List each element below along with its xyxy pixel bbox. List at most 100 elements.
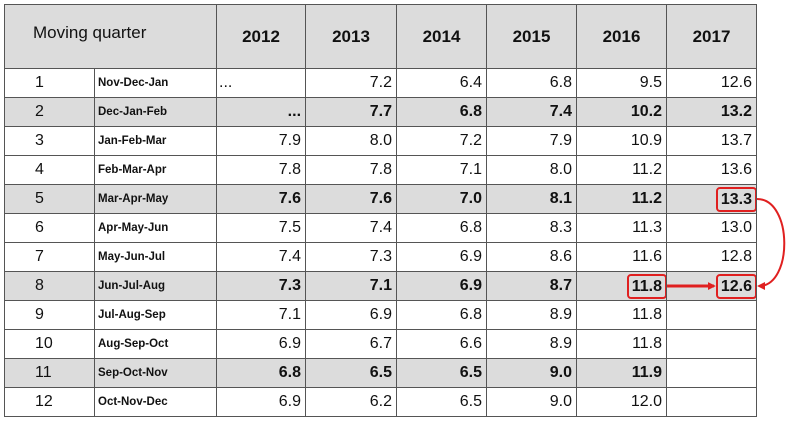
value-cell	[666, 329, 758, 359]
value-cell: 10.9	[576, 126, 668, 156]
value-cell: 13.2	[666, 97, 758, 127]
table-row: 12 Oct-Nov-Dec 6.9 6.2 6.5 9.0 12.0	[4, 387, 758, 417]
value-cell: 11.2	[576, 184, 668, 214]
table-row: 9 Jul-Aug-Sep 7.1 6.9 6.8 8.9 11.8	[4, 300, 758, 330]
highlighted-value: 13.3	[715, 186, 756, 212]
highlighted-value: 12.6	[715, 273, 756, 299]
value-cell: 6.9	[216, 329, 307, 359]
value-cell: 7.4	[486, 97, 578, 127]
value-cell: 7.8	[305, 155, 398, 185]
value-cell: 8.0	[305, 126, 398, 156]
value-cell: 8.1	[486, 184, 578, 214]
table-row: 10 Aug-Sep-Oct 6.9 6.7 6.6 8.9 11.8	[4, 329, 758, 359]
value-cell: 6.9	[396, 242, 488, 272]
table-row: 8 Jun-Jul-Aug 7.3 7.1 6.9 8.7 11.8 12.6	[4, 271, 758, 301]
value-cell: 6.5	[396, 358, 488, 388]
value-cell: 8.3	[486, 213, 578, 243]
year-header: 2016	[576, 4, 668, 69]
value-cell: 6.5	[305, 358, 398, 388]
value-cell: 8.9	[486, 329, 578, 359]
moving-quarter-table: Moving quarter 2012 2013 2014 2015 2016 …	[3, 4, 758, 417]
value-cell: 12.8	[666, 242, 758, 272]
value-cell: 7.4	[216, 242, 307, 272]
quarter-label: May-Jun-Jul	[93, 242, 218, 272]
quarter-label: Nov-Dec-Jan	[93, 68, 218, 98]
value-cell: 13.0	[666, 213, 758, 243]
value-cell: 7.6	[305, 184, 398, 214]
value-cell: 6.2	[305, 387, 398, 417]
value-cell: 8.6	[486, 242, 578, 272]
value-cell: 7.1	[396, 155, 488, 185]
table-row: 6 Apr-May-Jun 7.5 7.4 6.8 8.3 11.3 13.0	[4, 213, 758, 243]
table-row: 4 Feb-Mar-Apr 7.8 7.8 7.1 8.0 11.2 13.6	[4, 155, 758, 185]
value-cell: 7.6	[216, 184, 307, 214]
value-cell: 12.0	[576, 387, 668, 417]
year-header: 2012	[216, 4, 307, 69]
value-cell: 11.8	[576, 271, 668, 301]
value-cell: 11.2	[576, 155, 668, 185]
value-cell: 9.0	[486, 387, 578, 417]
value-cell: 7.9	[486, 126, 578, 156]
value-cell: 6.8	[396, 213, 488, 243]
value-cell: 7.2	[305, 68, 398, 98]
value-cell: 7.2	[396, 126, 488, 156]
quarter-label: Jun-Jul-Aug	[93, 271, 218, 301]
table-row: 5 Mar-Apr-May 7.6 7.6 7.0 8.1 11.2 13.3	[4, 184, 758, 214]
value-cell: 6.9	[396, 271, 488, 301]
value-cell: 7.9	[216, 126, 307, 156]
row-number: 4	[4, 155, 95, 185]
value-cell: 13.7	[666, 126, 758, 156]
moving-quarter-header: Moving quarter	[3, 4, 218, 69]
quarter-label: Sep-Oct-Nov	[93, 358, 218, 388]
value-cell: 6.8	[396, 97, 488, 127]
value-cell: 7.1	[305, 271, 398, 301]
quarter-label: Jul-Aug-Sep	[93, 300, 218, 330]
table-row: 7 May-Jun-Jul 7.4 7.3 6.9 8.6 11.6 12.8	[4, 242, 758, 272]
quarter-label: Mar-Apr-May	[93, 184, 218, 214]
year-header: 2014	[396, 4, 488, 69]
row-number: 7	[4, 242, 95, 272]
row-number: 3	[4, 126, 95, 156]
value-cell: 11.6	[576, 242, 668, 272]
header-row: Moving quarter 2012 2013 2014 2015 2016 …	[3, 4, 758, 69]
value-cell: 7.3	[305, 242, 398, 272]
value-cell: 6.9	[305, 300, 398, 330]
year-header: 2017	[666, 4, 758, 69]
value-cell: 13.3	[666, 184, 758, 214]
row-number: 10	[4, 329, 95, 359]
value-cell: 6.8	[396, 300, 488, 330]
value-cell	[666, 387, 758, 417]
value-cell: 6.6	[396, 329, 488, 359]
highlighted-value: 11.8	[626, 273, 666, 299]
value-cell: 11.9	[576, 358, 668, 388]
value-cell: 7.0	[396, 184, 488, 214]
value-cell: 10.2	[576, 97, 668, 127]
value-cell: 7.7	[305, 97, 398, 127]
value-cell: 13.6	[666, 155, 758, 185]
row-number: 12	[4, 387, 95, 417]
value-cell: 9.5	[576, 68, 668, 98]
value-cell: 8.7	[486, 271, 578, 301]
value-cell: 7.1	[216, 300, 307, 330]
quarter-label: Dec-Jan-Feb	[93, 97, 218, 127]
row-number: 6	[4, 213, 95, 243]
value-cell: 12.6	[666, 68, 758, 98]
year-header: 2013	[305, 4, 398, 69]
data-table-container: Moving quarter 2012 2013 2014 2015 2016 …	[3, 4, 786, 417]
value-cell: 6.5	[396, 387, 488, 417]
table-row: 2 Dec-Jan-Feb... 7.7 6.8 7.4 10.2 13.2	[4, 97, 758, 127]
value-cell: 8.9	[486, 300, 578, 330]
table-row: 11 Sep-Oct-Nov 6.8 6.5 6.5 9.0 11.9	[4, 358, 758, 388]
row-number: 1	[4, 68, 95, 98]
value-cell: ...	[216, 97, 307, 127]
row-number: 9	[4, 300, 95, 330]
row-number: 8	[4, 271, 95, 301]
quarter-label: Apr-May-Jun	[93, 213, 218, 243]
value-cell: 7.8	[216, 155, 307, 185]
value-cell: 11.8	[576, 300, 668, 330]
quarter-label: Feb-Mar-Apr	[93, 155, 218, 185]
value-cell: 11.8	[576, 329, 668, 359]
row-number: 11	[4, 358, 95, 388]
value-cell: 6.8	[216, 358, 307, 388]
value-cell: 6.8	[486, 68, 578, 98]
